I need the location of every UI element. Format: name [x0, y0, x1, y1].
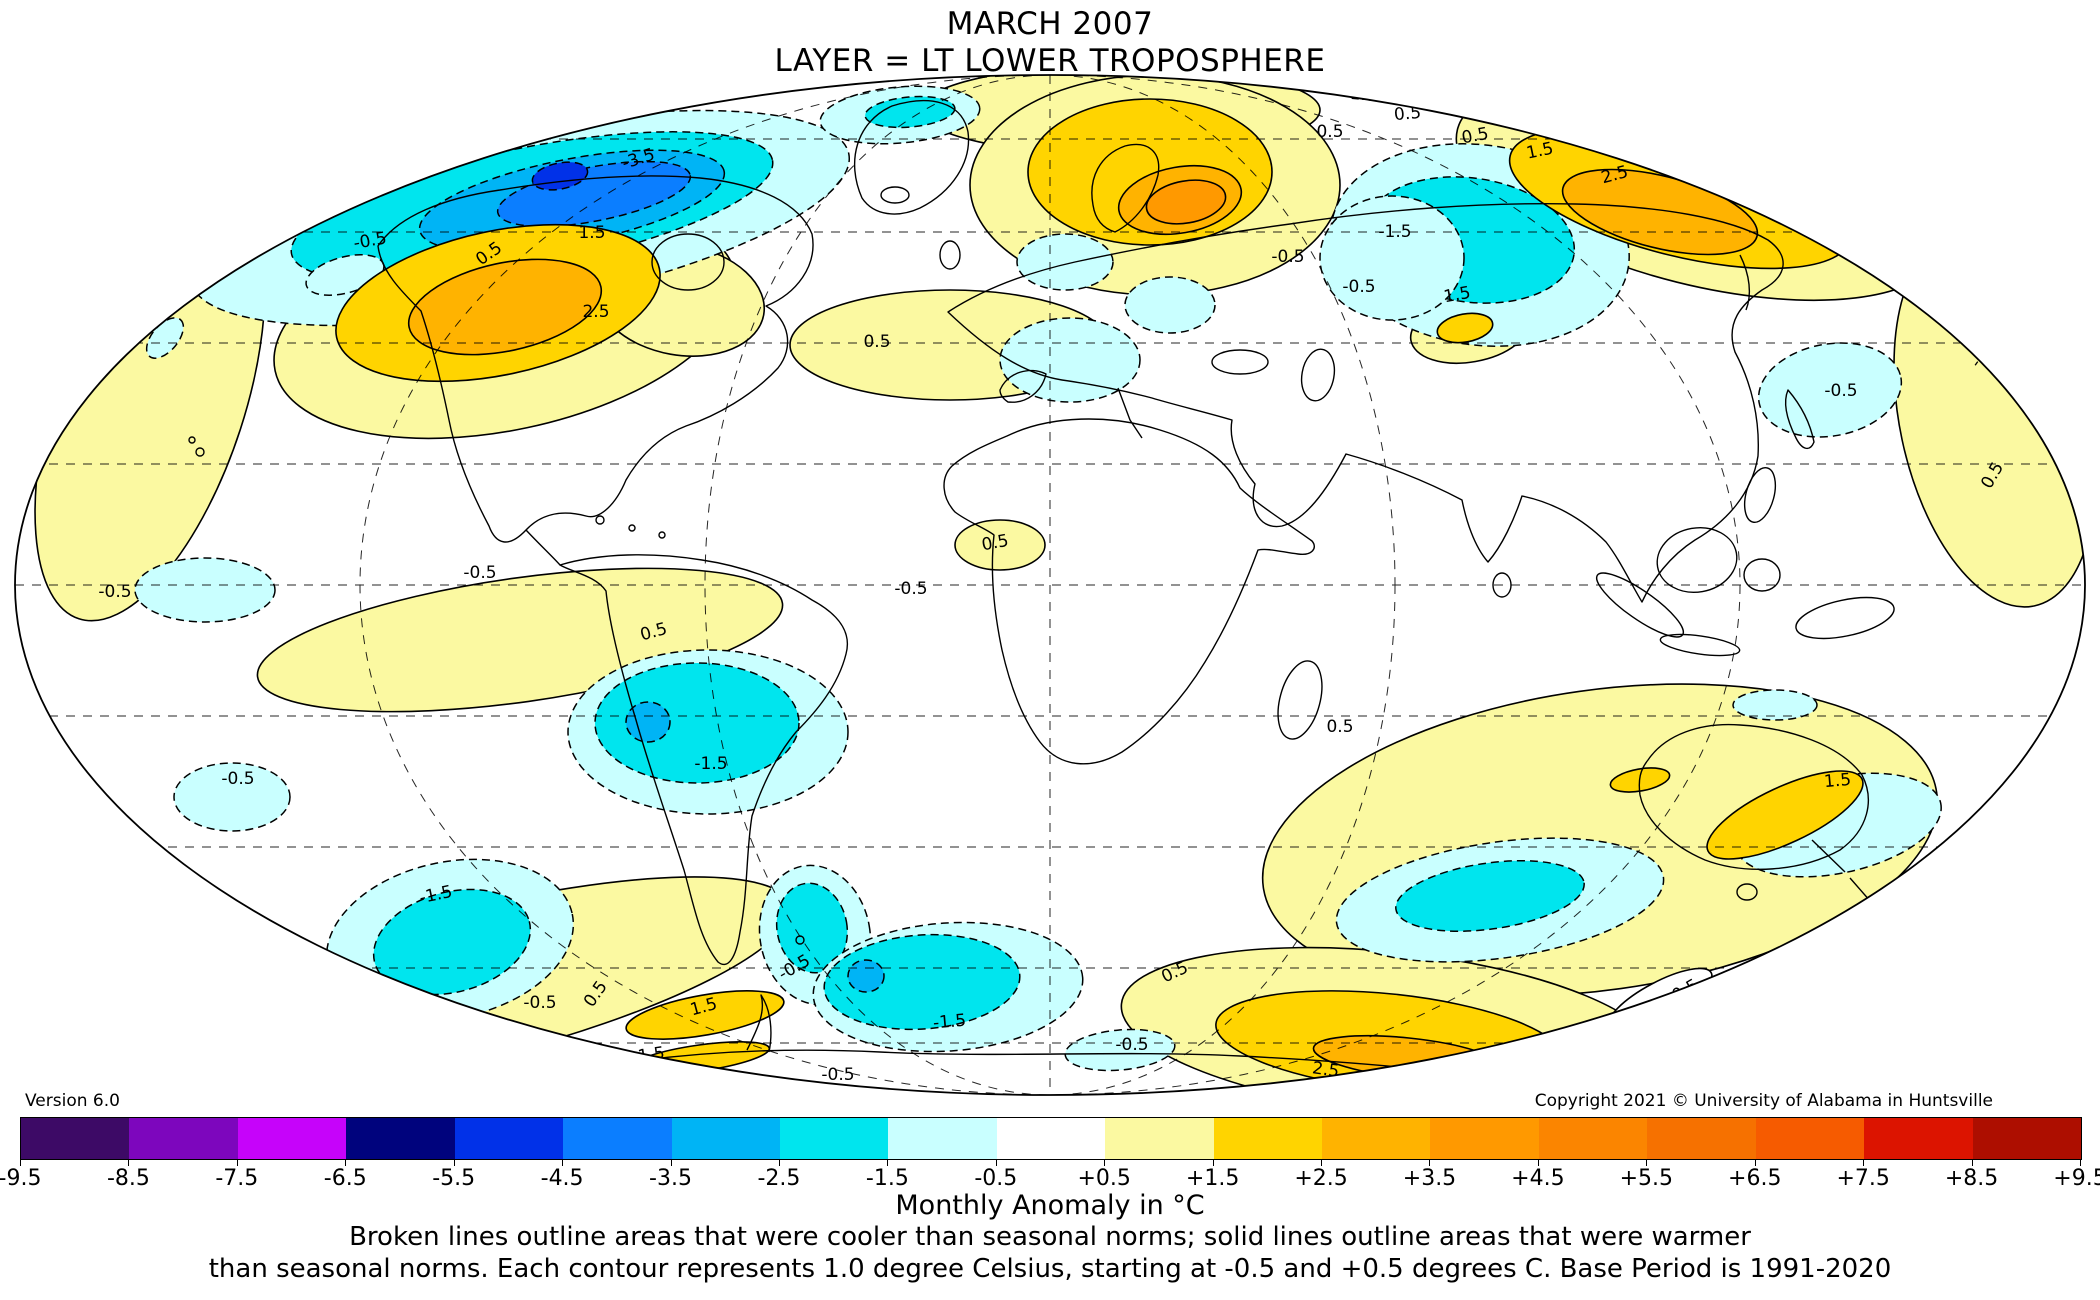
- contour-label: -0.5: [1271, 247, 1304, 267]
- contour-label: -1.5: [694, 754, 727, 774]
- colorbar-tick-label: -8.5: [106, 1166, 150, 1191]
- colorbar-cell: [129, 1118, 238, 1159]
- colorbar-tick: [2080, 1159, 2081, 1166]
- colorbar-tick-label: +7.5: [1836, 1166, 1890, 1191]
- colorbar-cell: [21, 1118, 130, 1159]
- colorbar-axis-label: Monthly Anomaly in °C: [895, 1190, 1205, 1221]
- colorbar-tick-label: +9.5: [2053, 1166, 2100, 1191]
- colorbar-cell: [1430, 1118, 1539, 1159]
- contour-label: 1.5: [1442, 283, 1472, 307]
- anomaly-colorbar: [20, 1117, 2082, 1160]
- colorbar-tick: [887, 1159, 889, 1166]
- colorbar-cell: [1864, 1118, 1973, 1159]
- caption-line-2: than seasonal norms. Each contour repres…: [208, 1254, 1892, 1284]
- colorbar-tick-label: -6.5: [323, 1166, 367, 1191]
- colorbar-cell: [1538, 1118, 1648, 1159]
- colorbar-cell: [1755, 1118, 1865, 1159]
- colorbar-tick: [1971, 1159, 1973, 1166]
- contour-label: -0.5: [523, 993, 556, 1013]
- colorbar-tick-label: +5.5: [1619, 1166, 1674, 1191]
- colorbar-tick: [778, 1159, 780, 1166]
- colorbar-tick-label: -7.5: [215, 1166, 259, 1191]
- contour-label: -0.5: [1115, 1035, 1148, 1055]
- colorbar-tick: [1429, 1159, 1431, 1166]
- contour-label: -0.5: [221, 769, 254, 789]
- contour-label: 0.5: [1326, 717, 1353, 737]
- contour-label: 1.5: [578, 223, 605, 243]
- colorbar-tick: [562, 1159, 564, 1166]
- caption-line-1: Broken lines outline areas that were coo…: [349, 1222, 1751, 1252]
- colorbar-cell: [237, 1118, 347, 1159]
- colorbar-tick-label: +3.5: [1402, 1166, 1457, 1191]
- colorbar-tick-label: -0.5: [974, 1166, 1018, 1191]
- title-layer: LAYER = LT LOWER TROPOSPHERE: [774, 43, 1326, 79]
- colorbar-tick-label: +6.5: [1728, 1166, 1782, 1191]
- colorbar-cell: [996, 1118, 1106, 1159]
- contour-label: 0.5: [863, 332, 890, 352]
- colorbar-tick: [1212, 1159, 1214, 1166]
- colorbar-tick: [1321, 1159, 1323, 1166]
- colorbar-tick: [345, 1159, 347, 1166]
- contour-labels: -3.51.50.52.5-0.50.5-0.51.50.5-0.50.50.5…: [98, 84, 2008, 1091]
- colorbar-tick: [1104, 1159, 1106, 1166]
- contour-label: 2.5: [582, 302, 609, 322]
- colorbar-tick: [670, 1159, 672, 1166]
- colorbar-tick: [1646, 1159, 1648, 1166]
- title-block: MARCH 2007 LAYER = LT LOWER TROPOSPHERE: [0, 6, 2100, 80]
- colorbar-cell: [1213, 1118, 1323, 1159]
- contour-label: -0.5: [1824, 381, 1857, 401]
- contour-label: 0.5: [980, 531, 1010, 555]
- colorbar-tick: [20, 1159, 21, 1166]
- colorbar-cell: [1322, 1118, 1431, 1159]
- colorbar-tick: [1754, 1159, 1756, 1166]
- colorbar-tick-label: -2.5: [757, 1166, 801, 1191]
- version-text: Version 6.0: [25, 1091, 120, 1111]
- colorbar-tick-label: -5.5: [432, 1166, 476, 1191]
- contour-label: 1.5: [1349, 84, 1378, 106]
- colorbar-cell: [1647, 1118, 1756, 1159]
- colorbar-tick: [995, 1159, 997, 1166]
- colorbar-cell: [671, 1118, 780, 1159]
- colorbar-cell: [779, 1118, 889, 1159]
- cold-anomaly-regions: [134, 85, 1942, 1072]
- map-boundary: [14, 74, 2086, 1096]
- contour-label: -0.5: [821, 1065, 854, 1085]
- colorbar-cell: [563, 1118, 672, 1159]
- colorbar-ticks: [20, 1159, 2081, 1167]
- colorbar-tick-label: +1.5: [1185, 1166, 1240, 1191]
- colorbar-tick: [453, 1159, 455, 1166]
- colorbar-tick: [1863, 1159, 1865, 1166]
- colorbar-tick-label: +8.5: [1944, 1166, 1999, 1191]
- title-month: MARCH 2007: [946, 6, 1154, 42]
- contour-label: -0.5: [98, 582, 131, 602]
- contour-label: -0.5: [1342, 277, 1375, 297]
- colorbar-tick-labels: -9.5 -8.5 -7.5 -6.5 -5.5 -4.5 -3.5 -2.5 -1.5 -0.5…: [0, 1166, 2100, 1191]
- colorbar-cell: [1105, 1118, 1214, 1159]
- colorbar-tick: [1537, 1159, 1539, 1166]
- contour-label: -1.5: [1378, 222, 1411, 242]
- colorbar-tick-label: +0.5: [1077, 1166, 1131, 1191]
- colorbar-tick-label: +4.5: [1511, 1166, 1565, 1191]
- contour-label: 0.5: [1460, 124, 1490, 148]
- colorbar-tick: [128, 1159, 130, 1166]
- copyright-text: Copyright 2021 © University of Alabama i…: [1534, 1091, 1993, 1111]
- contour-label: 1.5: [1823, 770, 1852, 792]
- colorbar-tick: [236, 1159, 238, 1166]
- colorbar-tick-label: -3.5: [649, 1166, 692, 1191]
- contour-label: -0.5: [463, 563, 496, 583]
- colorbar-cell: [1972, 1118, 2082, 1159]
- colorbar-tick-label: -1.5: [865, 1166, 909, 1191]
- colorbar-cell: [888, 1118, 997, 1159]
- colorbar-tick-label: +2.5: [1294, 1166, 1348, 1191]
- contour-label: -1.5: [932, 1011, 967, 1034]
- colorbar-cell: [346, 1118, 455, 1159]
- colorbar-tick-label: -4.5: [540, 1166, 584, 1191]
- contour-label: 0.5: [1316, 122, 1343, 142]
- colorbar-cell: [454, 1118, 564, 1159]
- colorbar-tick-label: -9.5: [0, 1166, 42, 1191]
- contour-label: 1.5: [1375, 1069, 1404, 1091]
- contour-label: -0.5: [894, 579, 927, 599]
